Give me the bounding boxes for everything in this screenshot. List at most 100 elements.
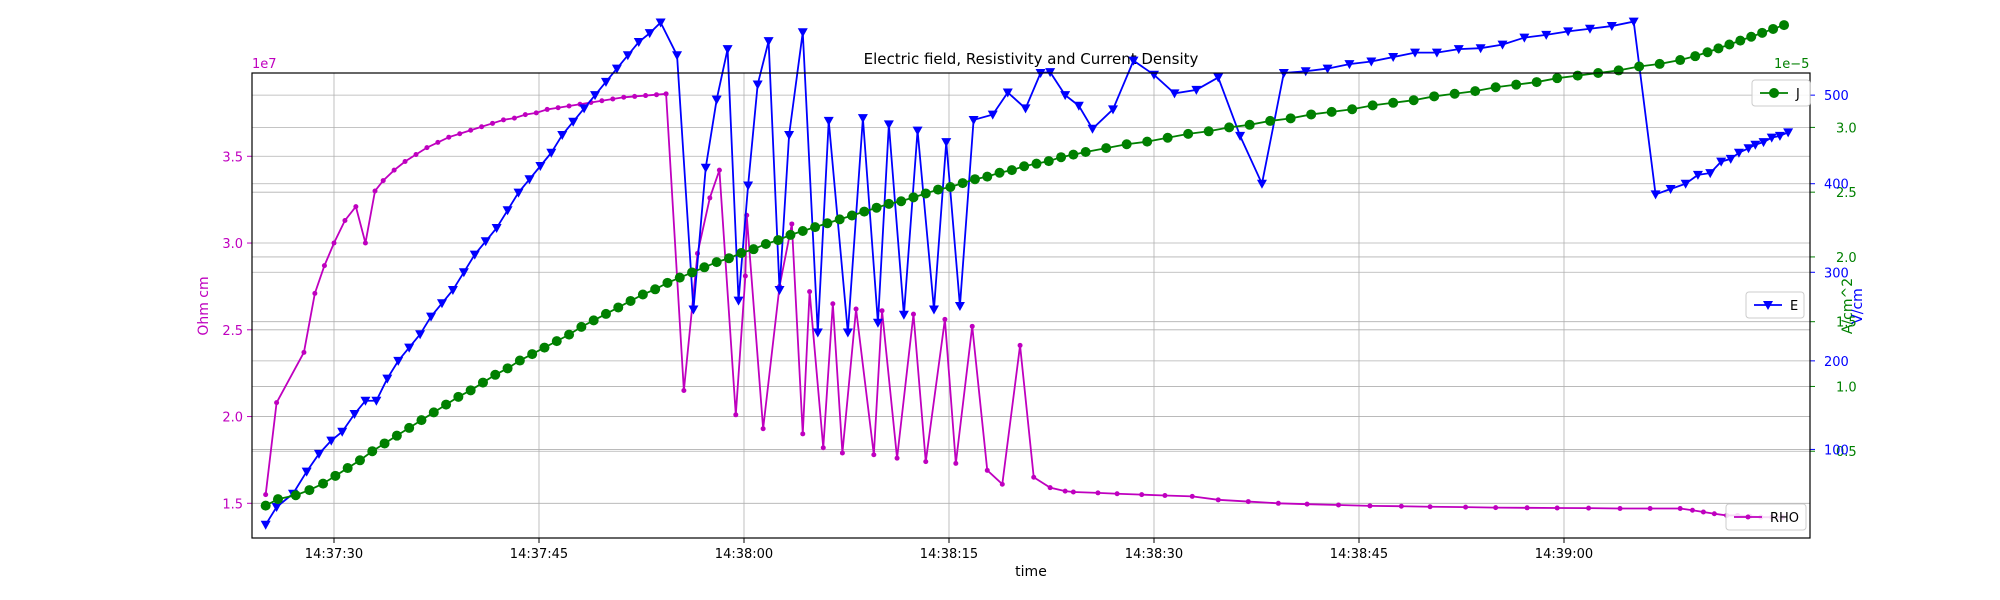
data-point-j bbox=[1043, 156, 1054, 167]
data-point-j bbox=[404, 422, 415, 433]
legend-marker bbox=[1769, 88, 1779, 98]
data-point-j bbox=[810, 222, 821, 233]
data-point-j bbox=[822, 218, 833, 229]
data-point-j bbox=[613, 302, 624, 313]
data-point-rho bbox=[1245, 499, 1251, 505]
data-point-e bbox=[568, 117, 579, 127]
data-point-j bbox=[1162, 132, 1173, 143]
data-point-rho bbox=[707, 195, 713, 201]
data-point-rho bbox=[511, 115, 517, 121]
data-point-e bbox=[1191, 85, 1202, 95]
data-point-rho bbox=[1427, 504, 1433, 510]
data-point-rho bbox=[263, 492, 269, 498]
data-point-e bbox=[1169, 89, 1180, 99]
data-point-j bbox=[945, 181, 956, 192]
j-scale-note: 1e−5 bbox=[1774, 57, 1809, 72]
e-tick-label: 100 bbox=[1824, 443, 1849, 458]
e-tick-label: 400 bbox=[1824, 178, 1849, 193]
data-point-j bbox=[576, 321, 587, 332]
data-point-j bbox=[957, 178, 968, 189]
data-point-j bbox=[391, 430, 402, 441]
data-point-e bbox=[326, 436, 337, 446]
data-point-rho bbox=[1524, 505, 1530, 511]
data-point-rho bbox=[362, 240, 368, 246]
data-point-rho bbox=[894, 455, 900, 461]
data-point-rho bbox=[1617, 506, 1623, 512]
data-point-e bbox=[1665, 185, 1676, 195]
data-point-e bbox=[1087, 124, 1098, 134]
data-point-rho bbox=[830, 301, 836, 307]
data-point-j bbox=[1746, 31, 1757, 42]
data-point-rho bbox=[942, 316, 948, 322]
data-point-e bbox=[1108, 105, 1118, 115]
data-point-e bbox=[797, 28, 808, 38]
x-tick-label: 14:37:45 bbox=[510, 547, 568, 562]
data-point-rho bbox=[1162, 492, 1168, 498]
data-point-e bbox=[898, 310, 909, 320]
data-point-j bbox=[502, 363, 513, 374]
x-tick-label: 14:37:30 bbox=[305, 547, 363, 562]
data-point-rho bbox=[1336, 502, 1341, 508]
data-point-rho bbox=[621, 94, 627, 100]
data-point-j bbox=[551, 336, 562, 347]
x-tick-label: 14:38:15 bbox=[920, 547, 978, 562]
data-point-j bbox=[982, 171, 993, 182]
data-point-j bbox=[859, 206, 870, 217]
data-point-j bbox=[834, 214, 845, 225]
data-point-j bbox=[773, 235, 784, 246]
data-point-e bbox=[458, 268, 469, 278]
data-point-j bbox=[1768, 23, 1779, 34]
data-point-e bbox=[743, 181, 754, 191]
data-point-j bbox=[354, 455, 365, 466]
e-axis-label: V/cm bbox=[1850, 288, 1866, 324]
data-point-rho bbox=[839, 450, 845, 456]
legend-box bbox=[1725, 503, 1807, 531]
data-point-rho bbox=[1215, 497, 1221, 503]
data-point-e bbox=[763, 37, 774, 47]
data-point-rho bbox=[380, 178, 386, 184]
data-point-j bbox=[785, 229, 796, 240]
data-point-e bbox=[622, 51, 633, 61]
data-point-e bbox=[883, 120, 894, 130]
data-point-rho bbox=[500, 117, 506, 123]
data-point-rho bbox=[910, 311, 916, 317]
data-point-j bbox=[699, 262, 710, 273]
data-point-rho bbox=[544, 106, 550, 112]
data-point-e bbox=[1235, 131, 1246, 141]
data-point-rho bbox=[1711, 511, 1717, 517]
data-point-e bbox=[1519, 33, 1530, 43]
data-point-j bbox=[1244, 119, 1255, 130]
data-point-rho bbox=[1114, 491, 1120, 497]
data-point-j bbox=[748, 244, 759, 255]
data-point-e bbox=[557, 131, 568, 140]
data-point-e bbox=[469, 250, 480, 260]
data-point-j bbox=[1702, 47, 1713, 58]
chart-title: Electric field, Resistivity and Current … bbox=[864, 50, 1199, 68]
data-point-e bbox=[1300, 67, 1311, 77]
legend-label: RHO bbox=[1770, 511, 1799, 526]
data-point-j bbox=[723, 253, 734, 264]
data-point-j bbox=[272, 494, 283, 505]
data-point-rho bbox=[1304, 501, 1310, 507]
data-point-e bbox=[752, 80, 763, 90]
data-point-rho bbox=[1095, 490, 1101, 496]
data-point-rho bbox=[1689, 507, 1695, 513]
data-point-e bbox=[436, 299, 447, 309]
data-point-rho bbox=[923, 459, 929, 465]
data-point-j bbox=[896, 196, 907, 207]
data-point-rho bbox=[391, 167, 397, 173]
data-point-rho bbox=[820, 445, 826, 451]
data-point-rho bbox=[733, 412, 739, 418]
series-e bbox=[260, 17, 1794, 530]
data-point-j bbox=[367, 446, 378, 457]
data-point-j bbox=[1019, 161, 1030, 172]
data-point-j bbox=[969, 174, 980, 185]
legend-j: J bbox=[1751, 79, 1811, 107]
data-point-j bbox=[674, 272, 685, 283]
data-point-j bbox=[1142, 136, 1153, 147]
data-point-e bbox=[1020, 104, 1031, 114]
data-point-e bbox=[502, 206, 513, 216]
data-point-rho bbox=[1189, 493, 1195, 499]
data-point-e bbox=[774, 286, 785, 295]
data-point-j bbox=[260, 500, 271, 511]
